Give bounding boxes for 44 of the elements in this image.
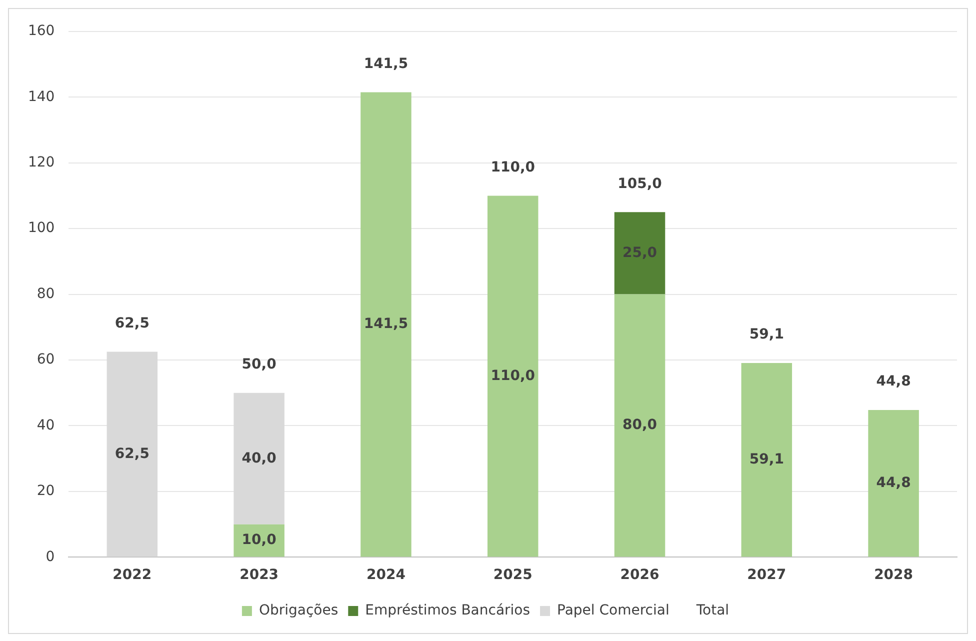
bar — [741, 362, 792, 557]
x-tick-label: 2026 — [620, 567, 660, 584]
bar — [614, 212, 666, 294]
y-tick-label: 20 — [36, 483, 55, 500]
bar — [234, 392, 284, 524]
total-label: 141,5 — [364, 56, 408, 72]
x-tick-label: 2027 — [747, 567, 786, 584]
legend-label: Empréstimos Bancários — [365, 602, 530, 619]
total-label: 62,5 — [114, 315, 150, 332]
data-label: 62,5 — [114, 446, 150, 462]
legend-label: Obrigações — [258, 602, 338, 619]
data-label: 44,8 — [876, 474, 911, 491]
x-tick-label: 2022 — [112, 567, 152, 584]
bar — [614, 294, 666, 557]
y-tick-label: 80 — [36, 286, 55, 302]
total-label: 105,0 — [618, 176, 662, 192]
y-tick-label: 40 — [36, 417, 55, 434]
total-label: 44,8 — [876, 374, 911, 390]
total-label: 110,0 — [490, 159, 536, 176]
x-tick-label: 2028 — [874, 567, 914, 584]
bar — [360, 92, 412, 557]
y-tick-label: 0 — [46, 548, 55, 565]
total-label: 59,1 — [749, 326, 784, 343]
data-label: 59,1 — [749, 451, 784, 468]
text: Total — [695, 602, 730, 619]
data-label: 80,0 — [622, 417, 658, 434]
bar — [868, 410, 919, 557]
y-tick-label: 140 — [28, 88, 55, 105]
x-tick-label: 2024 — [366, 567, 406, 584]
y-tick-label: 100 — [28, 220, 55, 236]
y-tick-label: 160 — [28, 23, 55, 40]
data-label: 40,0 — [242, 450, 277, 466]
data-label: 25,0 — [622, 244, 658, 261]
data-label: 141,5 — [364, 316, 408, 332]
bar — [106, 352, 158, 557]
x-tick-label: 2023 — [240, 567, 279, 584]
legend-label: Papel Comercial — [557, 602, 670, 619]
x-tick-label: 2025 — [493, 567, 532, 584]
data-label: 10,0 — [242, 532, 277, 548]
y-tick-label: 60 — [36, 352, 55, 368]
y-tick-label: 120 — [28, 154, 55, 170]
total-label: 50,0 — [242, 356, 277, 373]
bar — [487, 196, 538, 557]
data-label: 110,0 — [490, 368, 536, 384]
